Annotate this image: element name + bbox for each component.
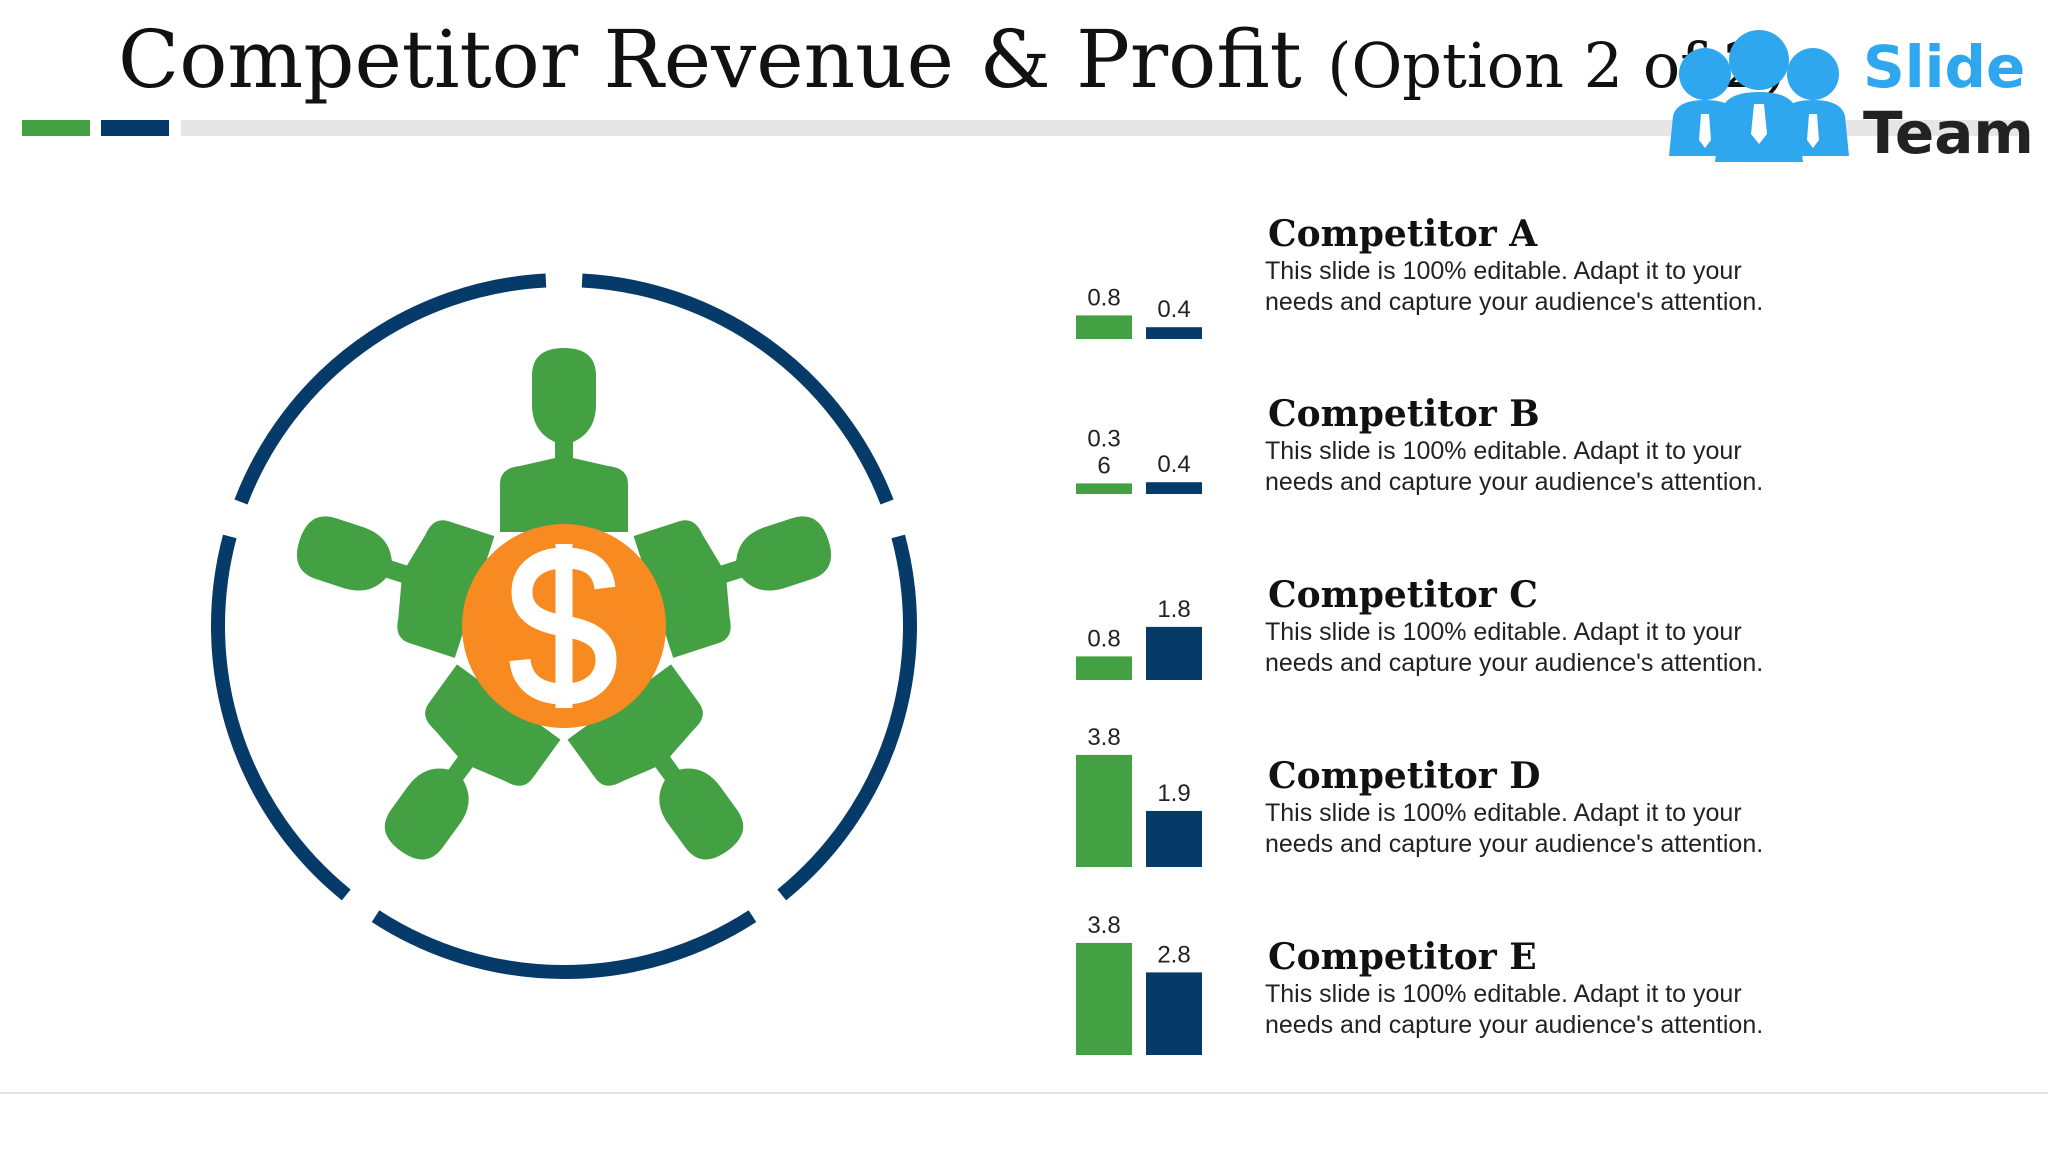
competitor-item: Competitor D This slide is 100% editable.… [1265, 754, 1805, 860]
person-icon [633, 516, 832, 658]
competitor-item: Competitor A This slide is 100% editable.… [1265, 212, 1805, 318]
bar-green-4 [1076, 754, 1132, 867]
ring-segment [211, 534, 351, 901]
data-label: 3.8 [1087, 912, 1120, 939]
data-label: 0.4 [1157, 451, 1190, 478]
bar-green-3 [1076, 656, 1132, 680]
bar-navy-4 [1146, 810, 1202, 867]
competitor-description: This slide is 100% editable. Adapt it to… [1265, 437, 1764, 496]
slide-title: Competitor Revenue & Profit (Option 2 of… [118, 14, 1786, 106]
data-label: 3.8 [1087, 724, 1120, 751]
dollar-coin-icon [462, 524, 666, 728]
data-label: 0.4 [1157, 296, 1190, 323]
team-people-icon [1669, 30, 1849, 162]
data-label: 1.9 [1157, 780, 1190, 807]
accent-bar-green [22, 120, 90, 136]
competitor-item: Competitor E This slide is 100% editable.… [1265, 935, 1805, 1041]
person-icon [500, 348, 628, 532]
competitor-name: Competitor C [1268, 574, 1538, 616]
footer-divider [0, 1092, 2048, 1094]
competitor-item: Competitor B This slide is 100% editable.… [1265, 392, 1805, 498]
accent-bar-navy [101, 120, 169, 136]
ring-segment [777, 534, 917, 901]
bar-navy-1 [1146, 327, 1202, 339]
bar-green-2 [1076, 483, 1132, 494]
competitor-name: Competitor A [1268, 213, 1538, 255]
ring-segment [371, 910, 757, 979]
title-underline [181, 120, 2026, 136]
data-label: 0.8 [1087, 625, 1120, 652]
competitor-name: Competitor D [1268, 755, 1541, 797]
competitor-description: This slide is 100% editable. Adapt it to… [1265, 618, 1764, 677]
data-label: 1.8 [1157, 596, 1190, 623]
competitor-item: Competitor C This slide is 100% editable.… [1265, 573, 1805, 679]
bar-green-1 [1076, 315, 1132, 339]
bar-navy-3 [1146, 626, 1202, 680]
competitor-name: Competitor B [1268, 393, 1540, 435]
competitor-circle-diagram [211, 273, 917, 979]
title-main: Competitor Revenue & Profit [118, 13, 1302, 106]
data-label: 0.3 6 [1087, 425, 1120, 479]
competitor-description: This slide is 100% editable. Adapt it to… [1265, 980, 1764, 1039]
bar-navy-2 [1146, 482, 1202, 494]
data-label: 2.8 [1157, 941, 1190, 968]
logo-word-slide: Slide [1863, 33, 2026, 101]
bar-navy-5 [1146, 972, 1202, 1055]
chart-bars: 0.8 0.3 6 0.8 3.8 3.8 0.4 0.4 1.8 1.9 2.8 [1076, 284, 1202, 1055]
bar-green-5 [1076, 942, 1132, 1055]
competitor-description: This slide is 100% editable. Adapt it to… [1265, 799, 1764, 858]
person-icon [296, 516, 495, 658]
ring [211, 273, 917, 979]
revenue-profit-chart: 0.8 0.3 6 0.8 3.8 3.8 0.4 0.4 1.8 1.9 2.8 [1076, 284, 1202, 1055]
data-label: 0.8 [1087, 284, 1120, 311]
ring-segment [234, 273, 547, 505]
competitor-name: Competitor E [1268, 936, 1537, 978]
slideteam-logo: Slide Team [1665, 30, 2034, 166]
logo-word-team: Team [1863, 99, 2034, 167]
ring-segment [581, 273, 894, 505]
competitor-description: This slide is 100% editable. Adapt it to… [1265, 257, 1764, 316]
